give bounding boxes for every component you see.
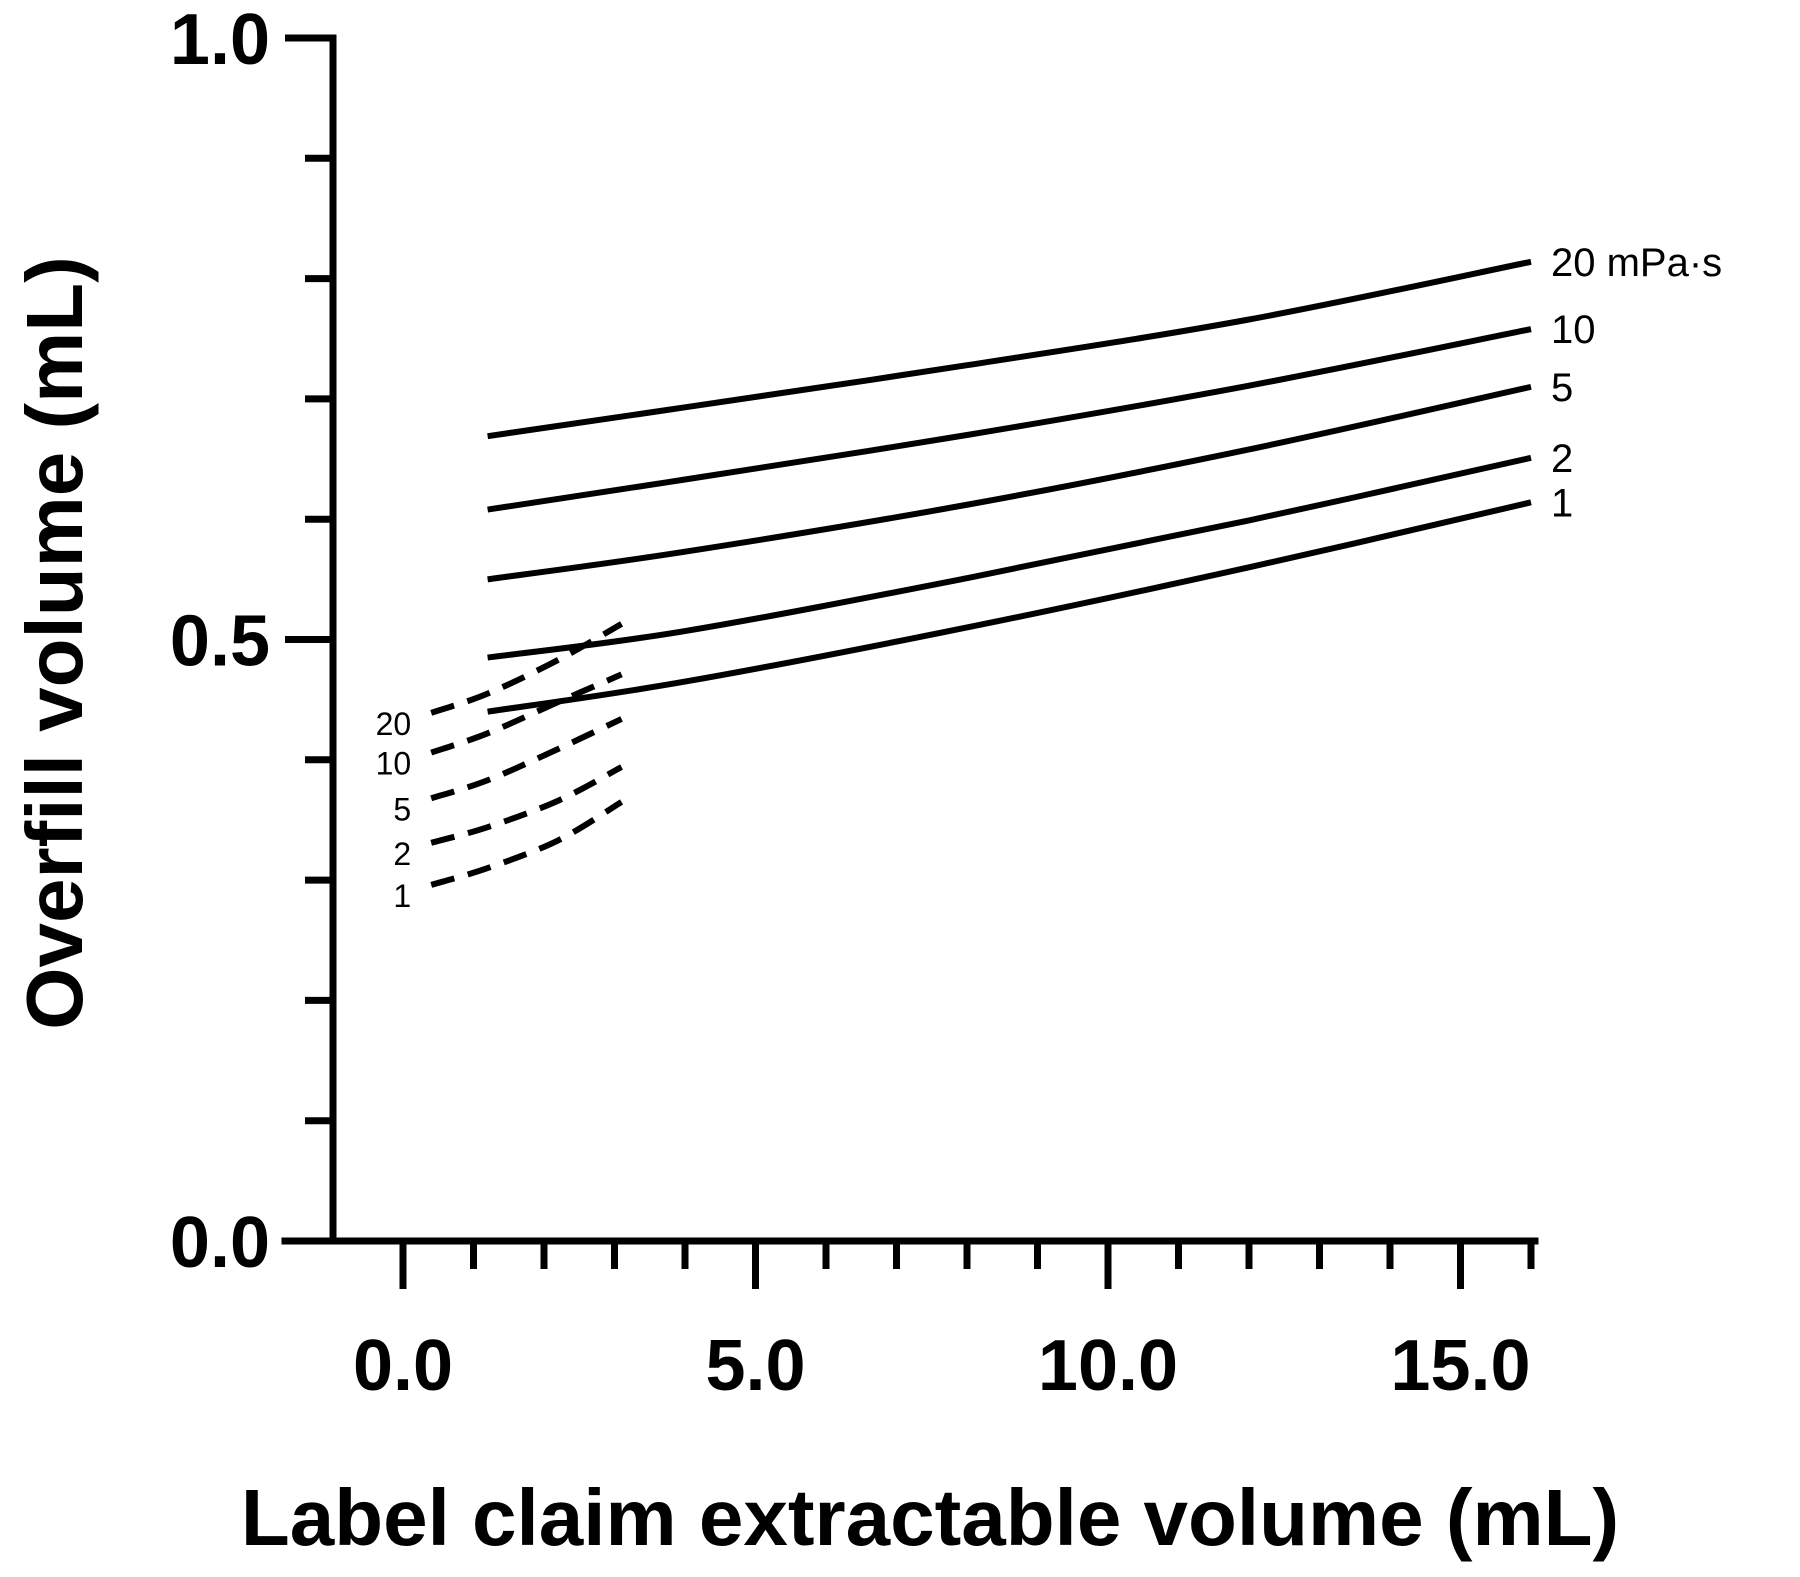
y-tick-label: 0.5 bbox=[170, 602, 270, 682]
series-label: 1 bbox=[1551, 481, 1573, 525]
y-axis-title: Overfill volume (mL) bbox=[10, 256, 99, 1029]
tick-labels: 0.0 5.0 10.0 15.0 0.0 0.5 1.0 bbox=[170, 0, 1531, 1406]
series-label: 10 bbox=[1551, 308, 1596, 352]
series-label: 2 bbox=[1551, 437, 1573, 481]
x-axis-title: Label claim extractable volume (mL) bbox=[241, 1473, 1619, 1562]
y-tick-label: 0.0 bbox=[170, 1203, 270, 1283]
solid-series-1 bbox=[487, 326, 1532, 513]
dashed-series-5 bbox=[430, 621, 624, 716]
series-group bbox=[430, 258, 1532, 888]
x-tick-label: 10.0 bbox=[1038, 1326, 1178, 1406]
y-tick-label: 1.0 bbox=[170, 0, 270, 80]
solid-series-3 bbox=[487, 454, 1532, 661]
x-tick-label: 15.0 bbox=[1390, 1326, 1530, 1406]
series-label: 20 mPa·s bbox=[1551, 241, 1722, 285]
x-tick-label: 0.0 bbox=[353, 1326, 453, 1406]
series-label: 1 bbox=[393, 878, 411, 914]
solid-series-4 bbox=[487, 499, 1532, 715]
series-label: 2 bbox=[393, 836, 411, 872]
series-label: 20 bbox=[376, 706, 412, 742]
dashed-series-8 bbox=[430, 764, 623, 846]
x-tick-label: 5.0 bbox=[705, 1326, 805, 1406]
series-label: 5 bbox=[393, 791, 411, 827]
dashed-series-7 bbox=[430, 716, 623, 802]
dashed-series-6 bbox=[430, 671, 623, 756]
solid-series-0 bbox=[487, 258, 1532, 440]
solid-series-2 bbox=[487, 383, 1532, 583]
series-label: 5 bbox=[1551, 366, 1573, 410]
series-label: 10 bbox=[376, 746, 412, 782]
ticks bbox=[285, 34, 1535, 1289]
